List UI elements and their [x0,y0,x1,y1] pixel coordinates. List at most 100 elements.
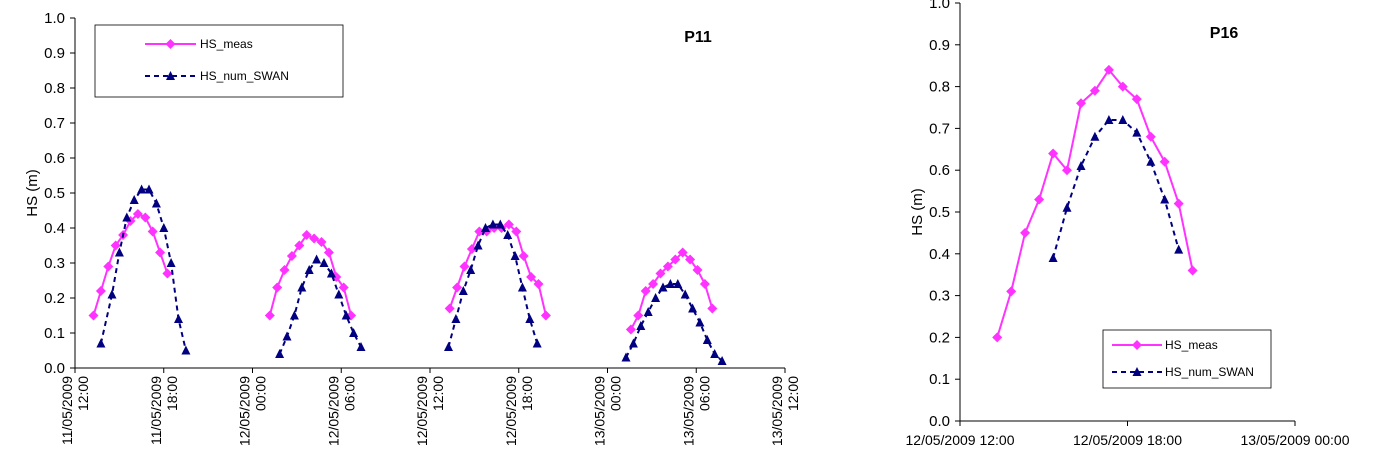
data-point-hs-num-swan [334,289,344,299]
chart-p16: 0.0 0.1 0.2 0.3 0.4 0.5 0.6 0.7 0.8 0.9 1.0 12/05/… [906,0,1350,448]
data-point-hs-num-swan [643,307,653,316]
data-point-hs-num-swan [695,317,705,327]
x-tick-label: 11/05/2009 12:00 [59,376,91,445]
data-point-hs-meas [1103,64,1114,75]
data-point-hs-meas [1076,98,1086,109]
data-point-hs-num-swan [702,335,712,344]
data-point-hs-num-swan [488,219,498,229]
legend-marker-hs-num-swan [166,71,175,80]
x-tick-label: 12/05/2009 18:00 [1073,432,1182,448]
y-tick-label: 0.5 [929,204,950,221]
data-point-hs-num-swan [181,345,191,355]
data-point-hs-num-swan [525,314,535,323]
data-point-hs-num-swan [651,293,661,302]
data-point-hs-num-swan [174,314,183,323]
x-tick-label: 12/05/2009 18:00 [503,376,535,446]
data-point-hs-meas [1089,85,1100,96]
x-tick-label-date: 13/05/2009 [769,376,785,446]
data-point-hs-meas [279,265,290,275]
x-tick-label: 12/05/2009 06:00 [325,376,357,446]
data-point-hs-meas [677,247,688,258]
data-point-hs-num-swan [688,303,698,313]
data-point-hs-num-swan [680,289,690,299]
data-point-hs-meas [301,230,312,240]
data-point-hs-num-swan [1048,253,1058,262]
data-point-hs-num-swan [341,310,351,320]
x-tick-label-date: 12/05/2009 [414,376,430,446]
data-point-hs-num-swan [275,349,285,358]
data-point-hs-meas [1034,194,1045,205]
data-point-hs-num-swan [628,338,638,348]
series-line-hs-num-swan [1052,119,1180,259]
data-point-hs-meas [992,332,1003,343]
y-tick-label: 0.5 [44,185,65,202]
x-tick-label-time: 12:00 [785,376,801,411]
data-point-hs-meas [1159,156,1170,167]
legend-p11: HS_meas HS_num_SWAN [94,24,344,98]
data-point-hs-meas [452,282,463,293]
x-tick-label-time: 06:00 [341,376,357,411]
data-point-hs-meas [526,272,537,282]
data-point-hs-num-swan [481,223,490,232]
data-point-hs-meas [88,310,99,321]
data-point-hs-num-swan [144,184,154,194]
data-point-hs-num-swan [304,265,314,274]
y-tick-label: 0.4 [929,246,950,263]
y-tick-label: 0.1 [44,325,65,342]
legend-p16: HS_meas HS_num_SWAN [1102,329,1272,389]
data-point-hs-meas [640,286,651,296]
x-tick-label-time: 00:00 [608,376,624,411]
x-tick-label-time: 06:00 [696,376,712,411]
data-point-hs-num-swan [710,349,720,358]
data-point-hs-meas [1145,131,1156,142]
data-point-hs-meas [662,261,673,272]
data-point-hs-meas [286,251,297,261]
data-point-hs-meas [533,279,544,289]
data-point-hs-num-swan [665,279,675,288]
y-tick-label: 0.0 [44,360,65,377]
data-point-hs-meas [309,233,320,244]
data-point-hs-meas [155,247,166,258]
data-point-hs-num-swan [159,223,169,232]
data-point-hs-meas [323,247,334,258]
data-point-hs-meas [670,254,681,265]
y-tick-label: 1.0 [929,0,950,12]
y-tick-label: 0.2 [44,290,65,307]
data-point-hs-num-swan [1118,115,1128,124]
legend-label-hs-num-swan: HS_num_SWAN [200,69,289,83]
x-tick-label: 13/05/2009 00:00 [592,376,624,446]
data-point-hs-meas [633,310,644,321]
data-point-hs-num-swan [510,251,520,260]
data-point-hs-meas [444,303,455,314]
data-point-hs-meas [95,286,106,296]
data-point-hs-num-swan [297,282,307,292]
y-tick-label: 1.0 [44,10,65,27]
data-point-hs-num-swan [451,314,461,323]
series-line-hs-meas [996,68,1194,338]
data-point-hs-num-swan [129,195,139,204]
y-tick-label: 0.8 [44,80,65,97]
y-axis-label-p11: HS (m) [24,169,41,217]
data-point-hs-meas [1062,165,1072,176]
x-tick-label-time: 18:00 [519,376,535,411]
x-tick-label: 13/05/2009 00:00 [1241,432,1350,448]
data-point-hs-meas [1173,198,1184,209]
x-tick-label: 12/05/2009 12:00 [414,376,446,446]
data-point-hs-num-swan [658,282,668,292]
x-tick-label-date: 13/05/2009 [592,376,608,446]
data-point-hs-num-swan [137,184,147,194]
data-point-hs-meas [685,254,696,265]
x-tick-label: 12/05/2009 00:00 [237,376,269,446]
y-tick-label: 0.6 [44,150,65,167]
legend-label-hs-meas-p16: HS_meas [1165,338,1218,352]
y-tick-label: 0.3 [929,288,950,305]
data-point-hs-num-swan [166,258,176,267]
data-point-hs-meas [103,261,114,272]
legend-box-p16 [1102,329,1272,389]
data-point-hs-num-swan [495,219,505,229]
x-tick-label: 13/05/2009 06:00 [680,376,712,446]
legend-label-hs-meas: HS_meas [200,37,253,51]
panel-label-p16: P16 [1210,25,1239,42]
chart-p11: 0.0 0.1 0.2 0.3 0.4 0.5 0.6 0.7 0.8 0.9 1.0 11/05/… [24,10,801,446]
